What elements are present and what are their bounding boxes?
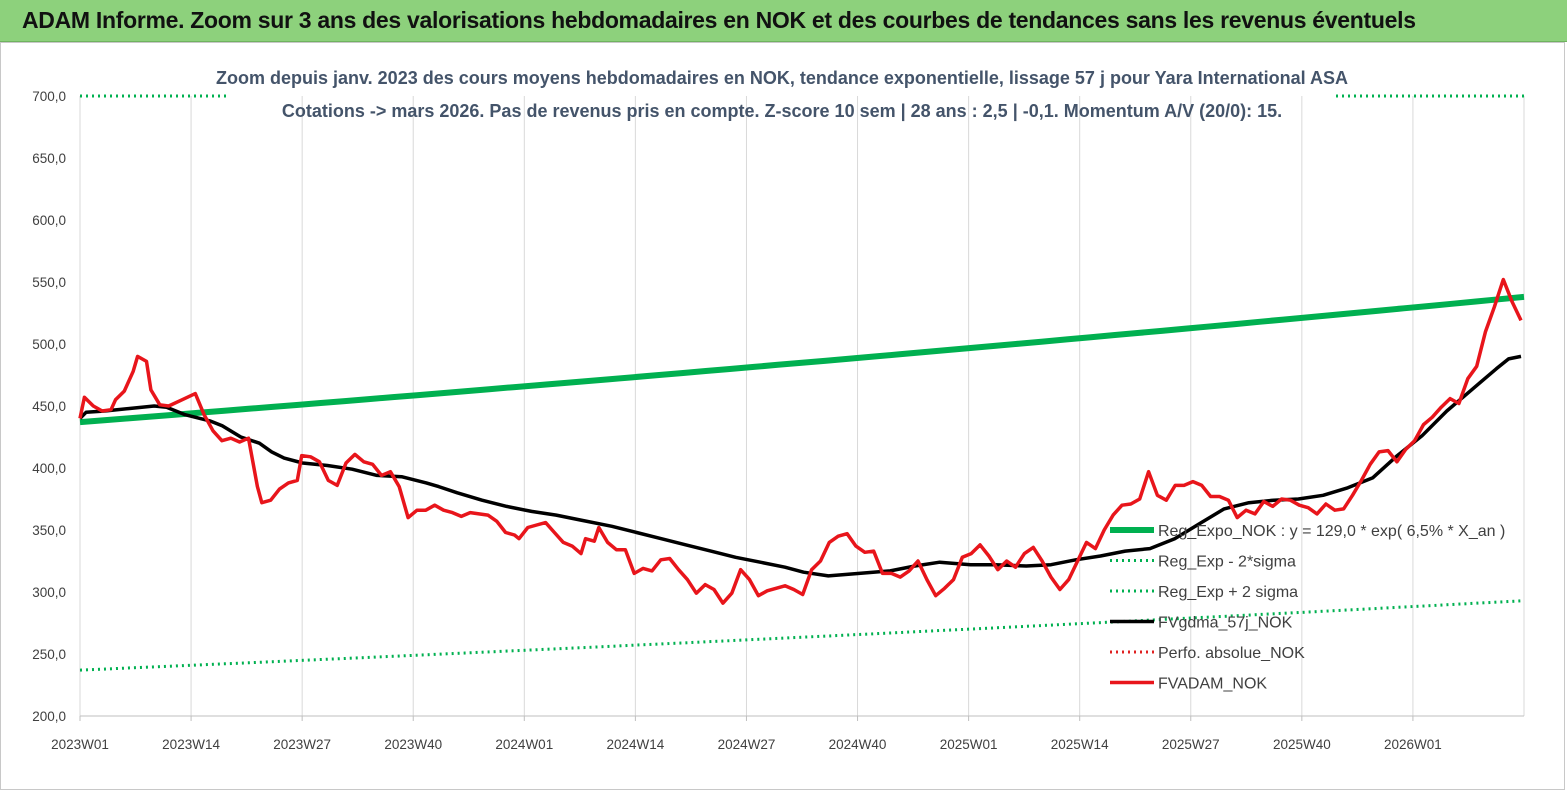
x-tick-label: 2024W01: [495, 737, 553, 752]
x-tick-label: 2026W01: [1384, 737, 1442, 752]
legend-label: Perfo. absolue_NOK: [1158, 645, 1305, 662]
chart-frame: [0, 42, 1565, 790]
x-tick-label: 2023W27: [273, 737, 331, 752]
chart-title: Zoom depuis janv. 2023 des cours moyens …: [216, 68, 1348, 88]
y-tick-label: 450,0: [32, 399, 66, 414]
legend-label: Reg_Expo_NOK : y = 129,0 * exp( 6,5% * X…: [1158, 523, 1505, 540]
x-tick-label: 2023W14: [162, 737, 220, 752]
legend-label: FVADAM_NOK: [1158, 676, 1267, 693]
x-tick-label: 2024W14: [606, 737, 664, 752]
y-axis-ticks: 200,0 250,0 300,0 350,0 400,0 450,0 500,0 550,0…: [32, 89, 66, 724]
y-tick-label: 200,0: [32, 709, 66, 724]
x-tick-label: 2024W40: [829, 737, 887, 752]
report-banner: ADAM Informe. Zoom sur 3 ans des valoris…: [0, 0, 1567, 42]
y-tick-label: 500,0: [32, 337, 66, 352]
series-reg-expo-line: [79, 293, 1525, 426]
y-tick-label: 250,0: [32, 647, 66, 662]
series-fvgdma-line: [78, 354, 1522, 578]
y-tick-label: 300,0: [32, 585, 66, 600]
chart-subtitle: Cotations -> mars 2026. Pas de revenus p…: [282, 101, 1282, 121]
series-reg-minus-2sigma-line: [79, 599, 1525, 672]
y-tick-label: 700,0: [32, 89, 66, 104]
y-tick-label: 550,0: [32, 275, 66, 290]
series-fvadam-line: [78, 277, 1523, 605]
x-tick-label: 2025W14: [1051, 737, 1109, 752]
legend: Reg_Expo_NOK : y = 129,0 * exp( 6,5% * X…: [1110, 523, 1505, 693]
x-tick-label: 2023W40: [384, 737, 442, 752]
legend-label: FVgdma_57j_NOK: [1158, 615, 1293, 632]
y-tick-label: 400,0: [32, 461, 66, 476]
x-tick-label: 2025W40: [1273, 737, 1331, 752]
report-title: ADAM Informe. Zoom sur 3 ans des valoris…: [22, 7, 1416, 33]
x-tick-label: 2025W01: [940, 737, 998, 752]
legend-label: Reg_Exp - 2*sigma: [1158, 554, 1296, 571]
x-axis-ticks: 2023W01 2023W14 2023W27 2023W40 2024W01 2024W…: [51, 716, 1442, 752]
x-tick-label: 2025W27: [1162, 737, 1220, 752]
legend-label: Reg_Exp + 2 sigma: [1158, 584, 1298, 601]
x-tick-label: 2024W27: [718, 737, 776, 752]
y-tick-label: 650,0: [32, 151, 66, 166]
y-tick-label: 350,0: [32, 523, 66, 538]
x-tick-label: 2023W01: [51, 737, 109, 752]
y-tick-label: 600,0: [32, 213, 66, 228]
